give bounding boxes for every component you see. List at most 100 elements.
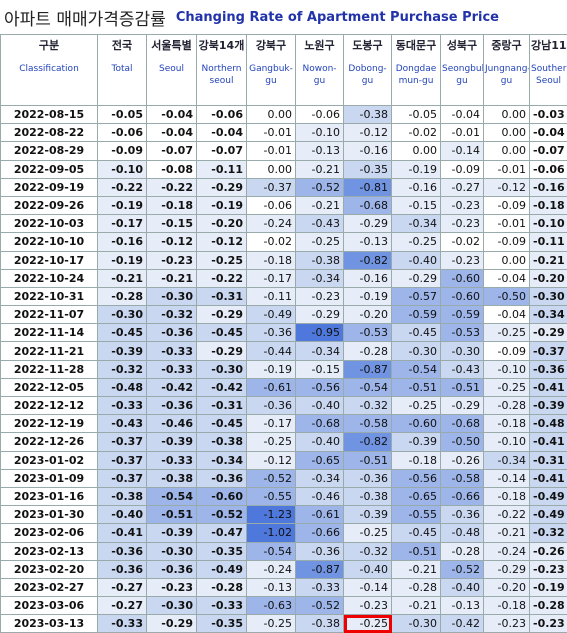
value-cell: -0.25 — [344, 615, 392, 633]
value-cell: -0.17 — [98, 215, 147, 233]
value-cell: -0.12 — [484, 178, 530, 196]
value-cell: -0.26 — [530, 542, 567, 560]
value-cell: -0.45 — [197, 324, 247, 342]
data-row: 2023-01-09-0.37-0.38-0.36-0.52-0.34-0.36… — [1, 469, 567, 487]
value-cell: -0.55 — [392, 506, 441, 524]
value-cell: -0.18 — [484, 597, 530, 615]
value-cell: -0.09 — [98, 142, 147, 160]
value-cell: -0.68 — [344, 196, 392, 214]
value-cell: -0.17 — [247, 415, 296, 433]
value-cell: -0.47 — [197, 524, 247, 542]
value-cell: -0.32 — [344, 397, 392, 415]
value-cell: 0.00 — [484, 142, 530, 160]
value-cell: -0.51 — [147, 506, 197, 524]
value-cell: -0.29 — [296, 306, 344, 324]
value-cell: -0.23 — [484, 615, 530, 633]
value-cell: -0.16 — [98, 233, 147, 251]
value-cell: -0.23 — [530, 560, 567, 578]
value-cell: -0.20 — [197, 215, 247, 233]
value-cell: -0.40 — [296, 433, 344, 451]
value-cell: -0.48 — [530, 415, 567, 433]
value-cell: -0.46 — [296, 487, 344, 505]
date-cell: 2022-09-19 — [1, 178, 98, 196]
value-cell: -0.04 — [147, 124, 197, 142]
value-cell: -0.09 — [484, 233, 530, 251]
column-label-en: Southern Seoul — [531, 63, 566, 87]
value-cell: -0.10 — [484, 360, 530, 378]
value-cell: -0.13 — [247, 578, 296, 596]
data-row: 2023-02-20-0.36-0.36-0.49-0.24-0.87-0.40… — [1, 560, 567, 578]
value-cell: -0.31 — [530, 451, 567, 469]
value-cell: -0.23 — [441, 251, 484, 269]
value-cell: -0.34 — [296, 269, 344, 287]
value-cell: -0.18 — [147, 196, 197, 214]
value-cell: -0.36 — [98, 542, 147, 560]
value-cell: -0.56 — [392, 469, 441, 487]
date-cell: 2022-08-29 — [1, 142, 98, 160]
value-cell: -0.48 — [441, 524, 484, 542]
value-cell: -0.34 — [392, 215, 441, 233]
value-cell: -0.25 — [484, 324, 530, 342]
data-row: 2022-09-26-0.19-0.18-0.19-0.06-0.21-0.68… — [1, 196, 567, 214]
value-cell: -0.25 — [484, 378, 530, 396]
value-cell: -0.18 — [484, 487, 530, 505]
value-cell: -0.56 — [296, 378, 344, 396]
value-cell: -0.68 — [296, 415, 344, 433]
value-cell: -0.23 — [344, 597, 392, 615]
data-row: 2023-02-06-0.41-0.39-0.47-1.02-0.66-0.25… — [1, 524, 567, 542]
value-cell: -0.36 — [197, 469, 247, 487]
value-cell: -0.21 — [484, 524, 530, 542]
value-cell: -0.39 — [392, 433, 441, 451]
value-cell: -0.39 — [147, 433, 197, 451]
value-cell: -0.52 — [197, 506, 247, 524]
value-cell: -0.33 — [296, 578, 344, 596]
value-cell: -0.25 — [392, 397, 441, 415]
value-cell: -0.04 — [484, 269, 530, 287]
value-cell: -0.36 — [247, 324, 296, 342]
value-cell: -0.08 — [147, 160, 197, 178]
value-cell: -0.36 — [247, 397, 296, 415]
value-cell: -0.27 — [441, 178, 484, 196]
column-label-ko: 강남11개 — [531, 37, 566, 63]
value-cell: 0.00 — [484, 251, 530, 269]
value-cell: -0.13 — [441, 597, 484, 615]
value-cell: -0.15 — [296, 360, 344, 378]
column-label-ko: 강북구 — [248, 37, 294, 63]
value-cell: -0.29 — [197, 342, 247, 360]
value-cell: -0.22 — [197, 269, 247, 287]
value-cell: -0.49 — [530, 506, 567, 524]
date-cell: 2022-10-10 — [1, 233, 98, 251]
value-cell: -0.06 — [247, 196, 296, 214]
value-cell: -0.34 — [296, 469, 344, 487]
value-cell: -0.45 — [392, 324, 441, 342]
value-cell: 0.00 — [484, 106, 530, 124]
date-cell: 2023-03-13 — [1, 615, 98, 633]
value-cell: -0.36 — [147, 324, 197, 342]
data-row: 2022-11-14-0.45-0.36-0.45-0.36-0.95-0.53… — [1, 324, 567, 342]
date-cell: 2023-01-02 — [1, 451, 98, 469]
column-label-ko: 노원구 — [297, 37, 342, 63]
value-cell: -0.30 — [441, 342, 484, 360]
value-cell: -0.46 — [147, 415, 197, 433]
value-cell: -0.28 — [484, 397, 530, 415]
value-cell: -0.33 — [197, 597, 247, 615]
value-cell: -0.05 — [98, 106, 147, 124]
value-cell: -0.81 — [344, 178, 392, 196]
value-cell: -0.35 — [197, 615, 247, 633]
value-cell: -0.11 — [530, 233, 567, 251]
value-cell: -0.30 — [392, 615, 441, 633]
value-cell: -0.05 — [392, 106, 441, 124]
value-cell: -0.16 — [344, 269, 392, 287]
value-cell: -0.01 — [247, 142, 296, 160]
value-cell: -0.34 — [296, 342, 344, 360]
date-cell: 2022-11-21 — [1, 342, 98, 360]
value-cell: -0.40 — [98, 506, 147, 524]
value-cell: -0.25 — [344, 524, 392, 542]
value-cell: -0.06 — [197, 106, 247, 124]
value-cell: -0.36 — [530, 360, 567, 378]
